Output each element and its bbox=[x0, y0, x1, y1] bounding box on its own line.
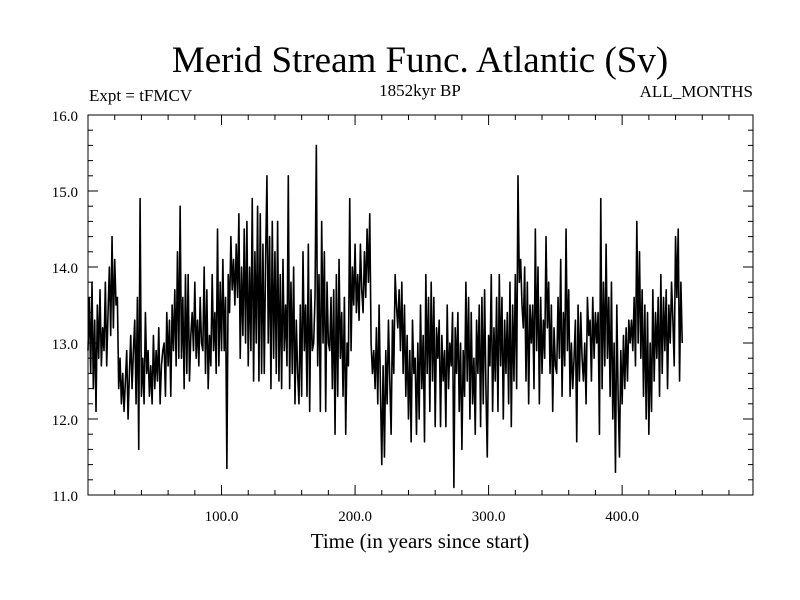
x-tick-label: 100.0 bbox=[205, 509, 239, 525]
plot-frame bbox=[87, 114, 754, 496]
experiment-label: Expt = tFMCV bbox=[89, 86, 193, 105]
x-axis-label: Time (in years since start) bbox=[311, 529, 530, 553]
y-tick-label: 13.0 bbox=[52, 337, 78, 353]
y-tick-label: 15.0 bbox=[52, 185, 78, 201]
x-tick-label: 200.0 bbox=[338, 509, 372, 525]
months-label: ALL_MONTHS bbox=[640, 82, 753, 101]
x-tick-label: 300.0 bbox=[472, 509, 506, 525]
x-tick-label: 400.0 bbox=[605, 509, 639, 525]
data-series-line bbox=[87, 144, 684, 489]
chart-title: Merid Stream Func. Atlantic (Sv) bbox=[172, 40, 668, 81]
y-tick-label: 11.0 bbox=[52, 489, 78, 505]
y-tick-label: 12.0 bbox=[52, 413, 78, 429]
period-label: 1852kyr BP bbox=[379, 81, 461, 100]
y-tick-label: 14.0 bbox=[52, 261, 78, 277]
x-axis: 100.0 200.0 300.0 400.0 bbox=[114, 115, 730, 525]
y-tick-label: 16.0 bbox=[52, 109, 78, 125]
